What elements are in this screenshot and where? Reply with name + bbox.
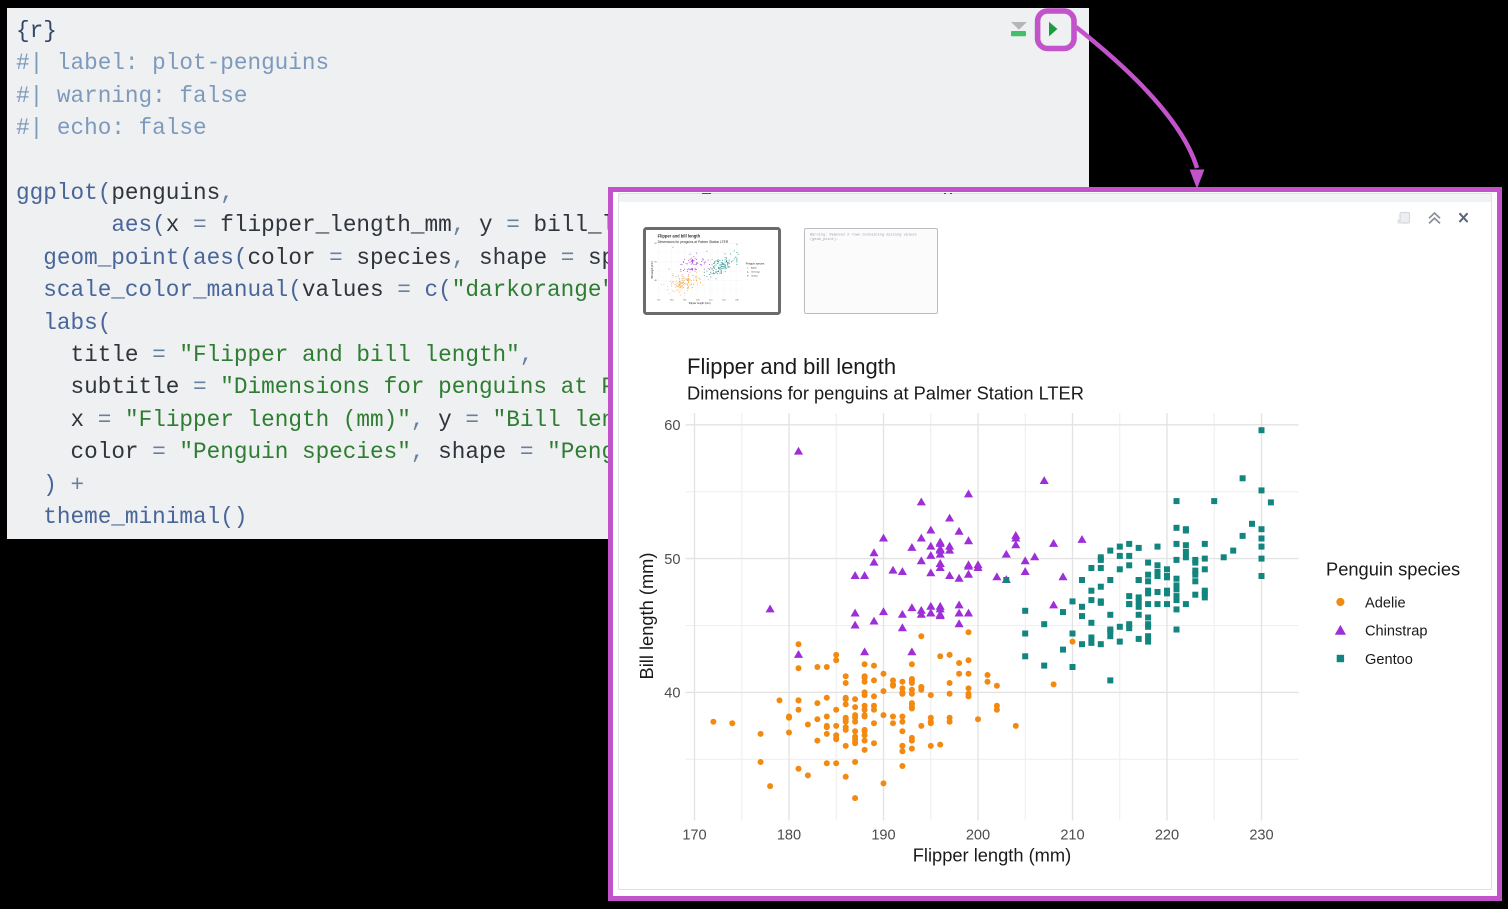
svg-text:Adelie: Adelie <box>1365 595 1406 611</box>
svg-text:Gentoo: Gentoo <box>1365 652 1413 668</box>
svg-text:50: 50 <box>664 552 680 568</box>
svg-text:180: 180 <box>777 828 801 844</box>
svg-text:Dimensions for penguins at Pal: Dimensions for penguins at Palmer Statio… <box>687 383 1084 404</box>
svg-text:60: 60 <box>664 418 680 434</box>
svg-text:170: 170 <box>682 828 706 844</box>
svg-text:Chinstrap: Chinstrap <box>1365 624 1427 640</box>
svg-text:Flipper and bill length: Flipper and bill length <box>658 234 701 239</box>
svg-text:200: 200 <box>966 828 990 844</box>
svg-text:40: 40 <box>664 686 680 702</box>
svg-text:230: 230 <box>1249 828 1273 844</box>
svg-text:Penguin species: Penguin species <box>1326 559 1460 580</box>
svg-text:190: 190 <box>871 828 895 844</box>
svg-text:Flipper length (mm): Flipper length (mm) <box>913 845 1071 866</box>
svg-text:Dimensions for penguins at Pal: Dimensions for penguins at Palmer Statio… <box>658 240 729 244</box>
svg-text:210: 210 <box>1060 828 1084 844</box>
svg-text:Bill length (mm): Bill length (mm) <box>636 553 657 680</box>
svg-text:220: 220 <box>1155 828 1179 844</box>
svg-text:Flipper and bill length: Flipper and bill length <box>687 354 896 379</box>
